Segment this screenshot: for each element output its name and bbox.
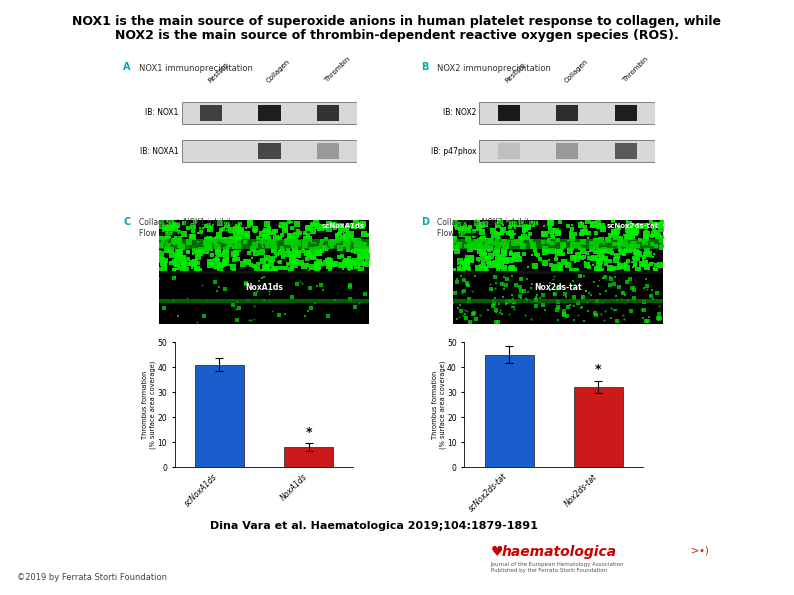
Bar xyxy=(453,239,663,249)
Bar xyxy=(182,102,357,124)
Text: NOX2 is the main source of thrombin-dependent reactive oxygen species (ROS).: NOX2 is the main source of thrombin-depe… xyxy=(115,29,679,42)
Bar xyxy=(615,105,637,121)
Text: Nox2ds-tat: Nox2ds-tat xyxy=(534,283,581,292)
Text: haematologica: haematologica xyxy=(502,545,617,559)
Text: Resting: Resting xyxy=(206,61,229,84)
Text: NOX2 immunoprecipitation: NOX2 immunoprecipitation xyxy=(437,64,550,73)
Text: NOX1 is the main source of superoxide anions in human platelet response to colla: NOX1 is the main source of superoxide an… xyxy=(72,15,722,28)
Text: *: * xyxy=(596,364,602,377)
Text: >•): >•) xyxy=(691,546,708,555)
Bar xyxy=(317,105,339,121)
Bar xyxy=(556,143,578,159)
Text: IB: NOXA1: IB: NOXA1 xyxy=(140,146,179,156)
Text: NoxA1ds: NoxA1ds xyxy=(245,283,283,292)
Text: D: D xyxy=(421,217,429,227)
Y-axis label: Thrombus formation
(% surface area coverage): Thrombus formation (% surface area cover… xyxy=(432,361,445,449)
Text: Collagen + NOX2 inhibitor,
Flow assay: Collagen + NOX2 inhibitor, Flow assay xyxy=(437,218,540,238)
Text: IB: NOX2: IB: NOX2 xyxy=(443,108,476,117)
Bar xyxy=(195,365,244,467)
Bar xyxy=(480,102,655,124)
Text: Dina Vara et al. Haematologica 2019;104:1879-1891: Dina Vara et al. Haematologica 2019;104:… xyxy=(210,521,538,531)
Bar xyxy=(453,299,663,303)
Text: ©2019 by Ferrata Storti Foundation: ©2019 by Ferrata Storti Foundation xyxy=(17,573,168,582)
Text: Thrombin: Thrombin xyxy=(622,56,649,84)
Text: Collagen: Collagen xyxy=(563,58,588,84)
Bar xyxy=(498,143,520,159)
Text: Thrombin: Thrombin xyxy=(324,56,352,84)
Bar xyxy=(484,355,534,467)
Bar xyxy=(159,239,369,249)
Text: scNox2ds-tat: scNox2ds-tat xyxy=(607,223,659,229)
Text: C: C xyxy=(123,217,130,227)
Bar xyxy=(615,143,637,159)
Bar xyxy=(159,299,369,303)
Bar xyxy=(480,140,655,162)
Bar xyxy=(556,105,578,121)
Bar xyxy=(200,105,222,121)
Bar xyxy=(284,447,333,467)
Text: Collagen + NOX1 inhibitor,
Flow assay: Collagen + NOX1 inhibitor, Flow assay xyxy=(139,218,242,238)
Text: NOX1 immunoprecipitation: NOX1 immunoprecipitation xyxy=(139,64,252,73)
Text: B: B xyxy=(421,62,428,73)
Bar xyxy=(317,143,339,159)
Bar xyxy=(258,105,280,121)
Y-axis label: Thrombus formation
(% surface area coverage): Thrombus formation (% surface area cover… xyxy=(142,361,156,449)
Bar xyxy=(258,143,280,159)
Text: *: * xyxy=(306,426,312,439)
Text: Collagen: Collagen xyxy=(265,58,291,84)
Text: A: A xyxy=(123,62,130,73)
Bar xyxy=(182,140,357,162)
Bar xyxy=(159,271,369,274)
Bar xyxy=(453,271,663,274)
Text: Journal of the European Hematology Association
Published by the Ferrata Storti F: Journal of the European Hematology Assoc… xyxy=(491,562,624,573)
Text: IB: p47phox: IB: p47phox xyxy=(431,146,476,156)
Text: scNoxA1ds: scNoxA1ds xyxy=(322,223,365,229)
Bar xyxy=(574,387,623,467)
Text: Resting: Resting xyxy=(504,61,527,84)
Text: IB: NOX1: IB: NOX1 xyxy=(145,108,179,117)
Bar xyxy=(498,105,520,121)
Text: ♥: ♥ xyxy=(491,545,503,559)
